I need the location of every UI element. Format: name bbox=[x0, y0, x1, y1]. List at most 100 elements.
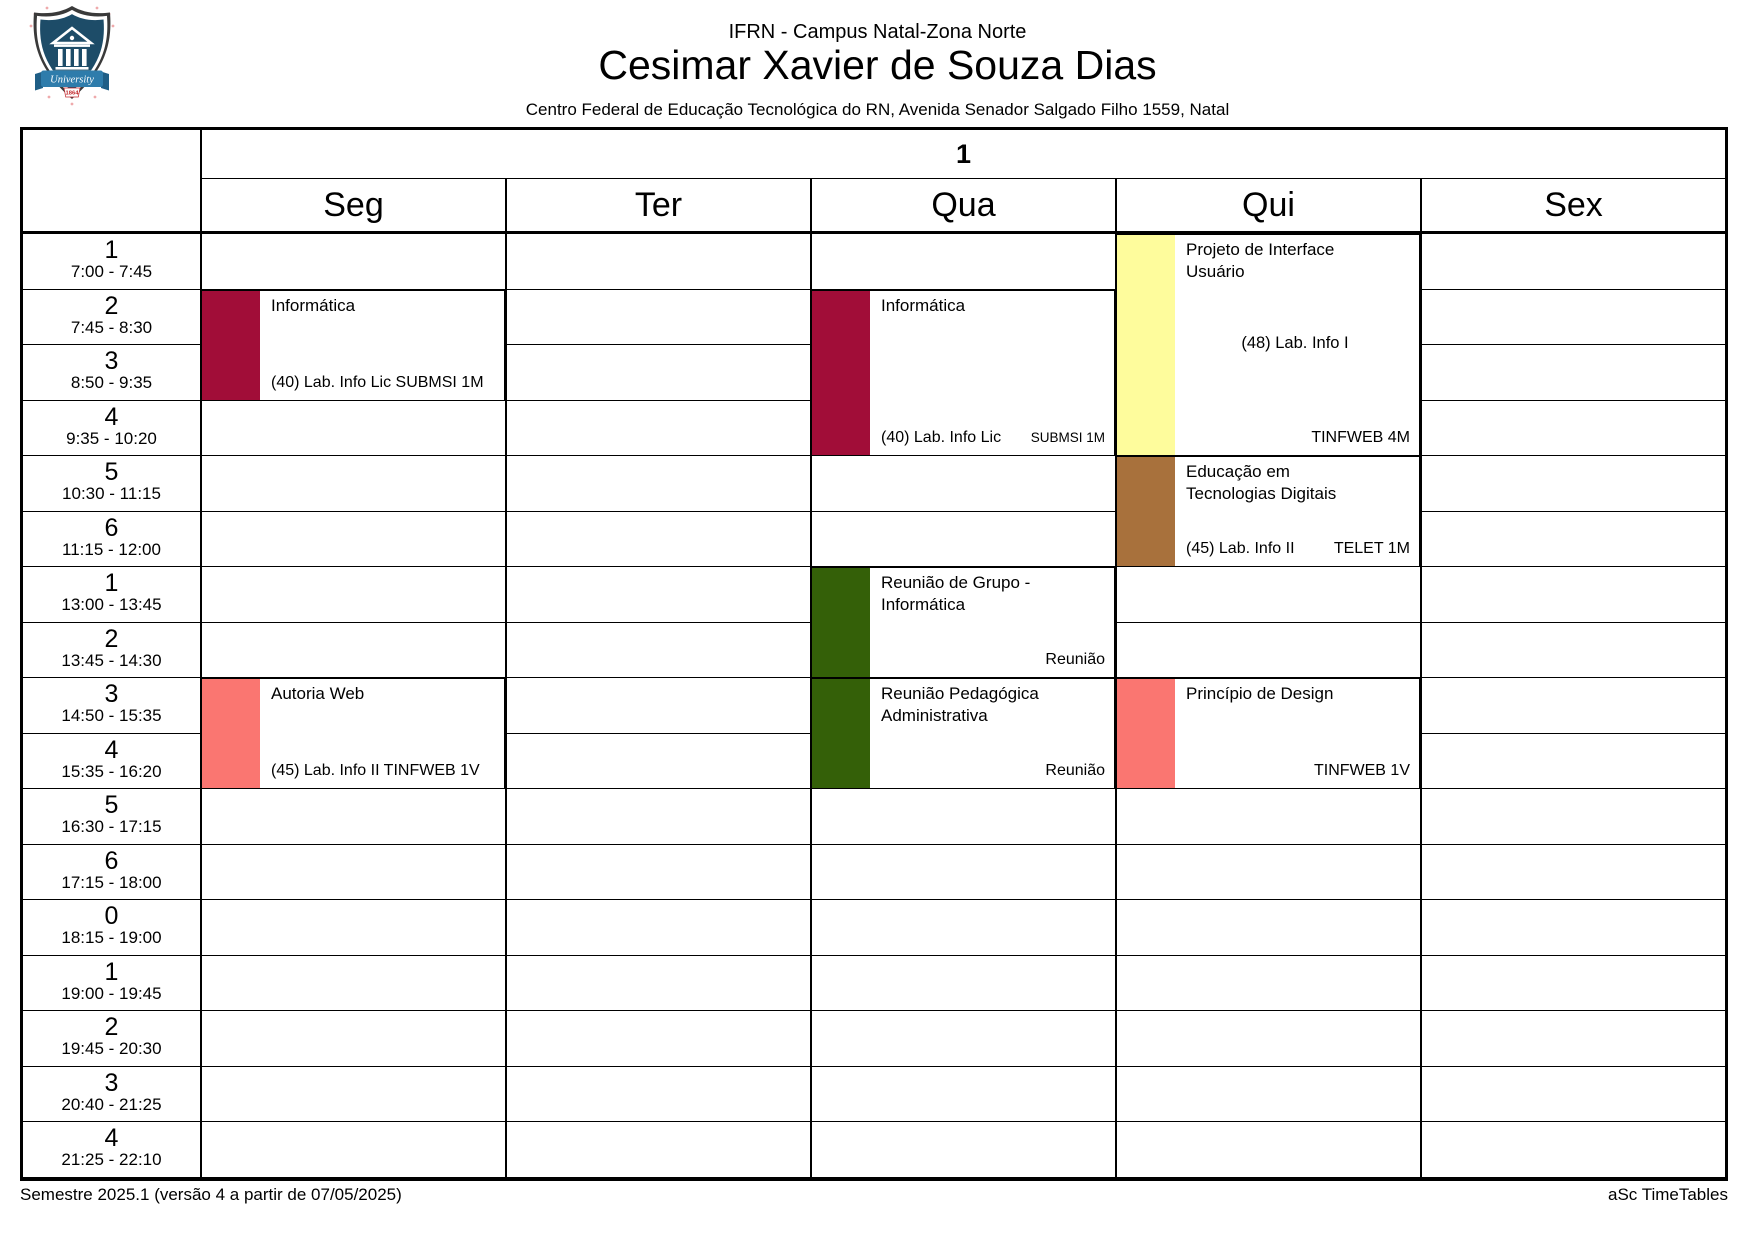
empty-cell bbox=[505, 234, 810, 290]
empty-cell bbox=[810, 1066, 1115, 1122]
class-color-bar bbox=[202, 679, 260, 788]
empty-cell bbox=[200, 1011, 505, 1067]
class-bottom-line: Reunião bbox=[881, 651, 1105, 669]
timetable-grid: 1 Seg Ter Qua Qui Sex 1 7:00 - 7:45 2 7:45 - 8:3… bbox=[20, 127, 1728, 1181]
empty-cell bbox=[505, 289, 810, 345]
period-number: 4 bbox=[104, 402, 119, 431]
period-time: 15:35 - 16:20 bbox=[61, 761, 162, 781]
empty-cell bbox=[1420, 345, 1725, 401]
class-group-label: TELET 1M bbox=[1333, 540, 1410, 557]
empty-cell bbox=[505, 511, 810, 567]
class-block: Informática (40) Lab. Info Lic SUBMSI 1M bbox=[810, 289, 1115, 456]
day-header-qua: Qua bbox=[810, 179, 1115, 231]
empty-cell bbox=[1115, 1122, 1420, 1178]
period-cell: 3 20:40 - 21:25 bbox=[23, 1067, 200, 1122]
class-bottom-line: (40) Lab. Info Lic SUBMSI 1M bbox=[271, 374, 495, 392]
period-cell: 2 19:45 - 20:30 bbox=[23, 1011, 200, 1067]
empty-cell bbox=[505, 844, 810, 900]
empty-cell bbox=[810, 1011, 1115, 1067]
class-bottom-line: Reunião bbox=[881, 762, 1105, 780]
period-number: 1 bbox=[104, 236, 119, 264]
class-bottom-line: (45) Lab. Info II TELET 1M bbox=[1186, 540, 1410, 558]
header-divider bbox=[23, 231, 1725, 234]
empty-cell bbox=[505, 345, 810, 401]
class-block: Reunião Pedagógica Administrativa Reunião bbox=[810, 678, 1115, 789]
class-group-label: TINFWEB 4M bbox=[1311, 429, 1410, 446]
period-number: 4 bbox=[104, 735, 119, 764]
empty-cell bbox=[810, 844, 1115, 900]
empty-cell bbox=[505, 733, 810, 789]
empty-cell bbox=[810, 900, 1115, 956]
teacher-name: Cesimar Xavier de Souza Dias bbox=[598, 42, 1157, 88]
empty-cell bbox=[200, 511, 505, 567]
empty-cell bbox=[505, 955, 810, 1011]
empty-cell bbox=[1420, 289, 1725, 345]
empty-cell bbox=[1420, 955, 1725, 1011]
empty-cell bbox=[810, 789, 1115, 845]
period-number: 2 bbox=[104, 1013, 119, 1041]
day-header-qui: Qui bbox=[1115, 179, 1420, 231]
empty-cell bbox=[200, 1122, 505, 1178]
institution-address: Centro Federal de Educação Tecnológica d… bbox=[525, 100, 1230, 119]
empty-cell bbox=[505, 456, 810, 512]
period-number: 5 bbox=[104, 791, 119, 819]
period-time: 21:25 - 22:10 bbox=[61, 1150, 162, 1170]
period-cell: 4 15:35 - 16:20 bbox=[23, 734, 200, 789]
class-title: Projeto de Interface Usuário bbox=[1186, 240, 1335, 281]
period-time: 18:15 - 19:00 bbox=[61, 928, 162, 948]
empty-cell bbox=[505, 622, 810, 678]
class-block: Princípio de Design TINFWEB 1V bbox=[1115, 678, 1420, 789]
class-title: Educação em Tecnologias Digitais bbox=[1186, 462, 1337, 503]
empty-cell bbox=[810, 511, 1115, 567]
period-time: 20:40 - 21:25 bbox=[61, 1094, 162, 1114]
day-header-sex: Sex bbox=[1420, 179, 1725, 231]
class-title: Princípio de Design bbox=[1186, 684, 1334, 703]
class-room-label: (45) Lab. Info II bbox=[1186, 540, 1295, 557]
class-color-bar bbox=[1117, 457, 1175, 566]
empty-cell bbox=[1420, 622, 1725, 678]
period-time: 13:45 - 14:30 bbox=[61, 650, 162, 670]
logo-year-text: 1864 bbox=[66, 91, 80, 97]
empty-cell bbox=[200, 567, 505, 623]
period-time: 9:35 - 10:20 bbox=[66, 428, 157, 448]
group-underline bbox=[200, 178, 1725, 179]
empty-cell bbox=[1115, 955, 1420, 1011]
empty-cell bbox=[1420, 789, 1725, 845]
footer-semester: Semestre 2025.1 (versão 4 a partir de 07… bbox=[20, 1185, 402, 1204]
period-number: 6 bbox=[104, 846, 119, 875]
period-time: 10:30 - 11:15 bbox=[62, 484, 161, 504]
period-time: 16:30 - 17:15 bbox=[61, 817, 162, 837]
class-group-label: Reunião bbox=[1045, 762, 1105, 779]
period-cell: 5 10:30 - 11:15 bbox=[23, 456, 200, 512]
empty-cell bbox=[1420, 900, 1725, 956]
empty-cell bbox=[505, 678, 810, 734]
period-time: 14:50 - 15:35 bbox=[61, 706, 162, 726]
class-block: Projeto de Interface Usuário (48) Lab. In… bbox=[1115, 234, 1420, 456]
empty-cell bbox=[505, 1066, 810, 1122]
class-color-bar bbox=[812, 679, 870, 788]
empty-cell bbox=[200, 900, 505, 956]
day-header-seg: Seg bbox=[200, 179, 505, 231]
class-color-bar bbox=[812, 290, 870, 455]
empty-cell bbox=[1115, 1066, 1420, 1122]
empty-cell bbox=[1420, 400, 1725, 456]
empty-cell bbox=[200, 844, 505, 900]
empty-cell bbox=[505, 1011, 810, 1067]
period-number: 2 bbox=[104, 624, 119, 653]
period-time: 13:00 - 13:45 bbox=[61, 595, 162, 615]
class-bottom-line: (45) Lab. Info II TINFWEB 1V bbox=[271, 762, 495, 780]
class-title: Informática bbox=[881, 295, 966, 315]
empty-cell bbox=[200, 789, 505, 845]
period-number: 1 bbox=[104, 569, 119, 597]
class-room-label: (40) Lab. Info Lic bbox=[881, 429, 1002, 446]
institution-title: IFRN - Campus Natal-Zona Norte bbox=[728, 21, 1027, 43]
period-time: 17:15 - 18:00 bbox=[61, 872, 162, 892]
class-room: (48) Lab. Info I bbox=[1241, 334, 1349, 352]
period-cell: 1 19:00 - 19:45 bbox=[23, 956, 200, 1011]
empty-cell bbox=[200, 1066, 505, 1122]
empty-cell bbox=[505, 789, 810, 845]
period-number: 3 bbox=[104, 1068, 119, 1097]
period-number: 6 bbox=[104, 513, 119, 542]
empty-cell bbox=[1420, 511, 1725, 567]
period-cell: 5 16:30 - 17:15 bbox=[23, 789, 200, 845]
